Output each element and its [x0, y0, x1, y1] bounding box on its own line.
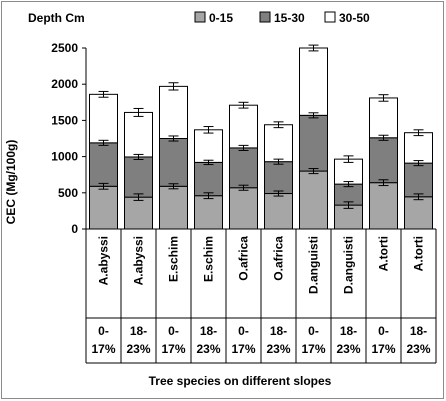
- slope-label: 18-23%: [196, 324, 220, 356]
- y-axis: 0 500 1000 1500 2000 2500: [51, 41, 87, 236]
- slope-label: 0-17%: [161, 324, 185, 356]
- bar-segment-0-15: [194, 195, 223, 230]
- bar-segment-15-30: [404, 162, 433, 198]
- bar-segment-30-50: [89, 93, 118, 144]
- bar-segment-30-50: [264, 124, 293, 163]
- category-label: A.abyssi: [97, 236, 111, 285]
- category-label: E.schim: [202, 236, 216, 282]
- bar-segment-0-15: [124, 196, 153, 230]
- legend-swatch-0-15: [194, 11, 206, 23]
- bar-segment-30-50: [124, 111, 153, 158]
- bar-segment-30-50: [404, 132, 433, 164]
- slope-label: 18-23%: [336, 324, 360, 356]
- category-label: E.schim: [167, 236, 181, 282]
- category-label: A.abyssi: [132, 236, 146, 285]
- category-label: O.africa: [237, 236, 251, 281]
- slope-label: 0-17%: [301, 324, 325, 356]
- bar-segment-0-15: [89, 185, 118, 230]
- slope-label: 0-17%: [371, 324, 395, 356]
- bars: [86, 44, 436, 230]
- bar-segment-0-15: [299, 170, 328, 230]
- category-label: D.anguisti: [342, 236, 356, 294]
- y-tick-label: 2500: [51, 41, 78, 55]
- bar-segment-0-15: [159, 185, 188, 230]
- bar-segment-0-15: [369, 182, 398, 230]
- legend-swatch-15-30: [259, 11, 271, 23]
- y-tick-label: 0: [71, 222, 78, 236]
- slope-label: 18-23%: [406, 324, 430, 356]
- slope-label: 0-17%: [91, 324, 115, 356]
- x-axis-title: Tree species on different slopes: [149, 374, 332, 388]
- bar-segment-15-30: [299, 114, 328, 172]
- y-tick-label: 500: [58, 186, 78, 200]
- bar-segment-15-30: [89, 142, 118, 187]
- bar-segment-30-50: [229, 104, 258, 149]
- slope-label: 18-23%: [126, 324, 150, 356]
- legend-swatch-30-50: [324, 11, 336, 23]
- y-axis-title: CEC (Mg/100g): [4, 140, 18, 225]
- bar-segment-15-30: [124, 156, 153, 198]
- y-tick-label: 2000: [51, 77, 78, 91]
- category-label: D.anguisti: [307, 236, 321, 294]
- bar-segment-30-50: [369, 97, 398, 139]
- bar-segment-15-30: [194, 161, 223, 197]
- legend-title: Depth Cm: [28, 11, 85, 25]
- bar-segment-0-15: [229, 187, 258, 230]
- bar-segment-15-30: [369, 137, 398, 184]
- category-label: A.torti: [412, 236, 426, 271]
- legend-label: 0-15: [209, 11, 233, 25]
- bar-segment-30-50: [194, 129, 223, 163]
- legend-label: 15-30: [274, 11, 305, 25]
- y-tick-label: 1500: [51, 113, 78, 127]
- bar-segment-0-15: [404, 196, 433, 230]
- category-label: O.africa: [272, 236, 286, 281]
- slope-label: 18-23%: [266, 324, 290, 356]
- bar-segment-15-30: [229, 147, 258, 189]
- category-table: A.abyssi 0-17% A.abyssi 18-23% E.schim 0-17% E…: [85, 229, 437, 364]
- bar-segment-30-50: [159, 85, 188, 139]
- legend-label: 30-50: [339, 11, 370, 25]
- bar-segment-30-50: [299, 47, 328, 116]
- bar-segment-0-15: [264, 193, 293, 230]
- slope-label: 0-17%: [231, 324, 255, 356]
- bar-segment-15-30: [264, 161, 293, 195]
- y-tick-label: 1000: [51, 150, 78, 164]
- legend: Depth Cm 0-15 15-30 30-50: [28, 11, 370, 25]
- category-label: A.torti: [377, 236, 391, 271]
- bar-segment-15-30: [159, 138, 188, 187]
